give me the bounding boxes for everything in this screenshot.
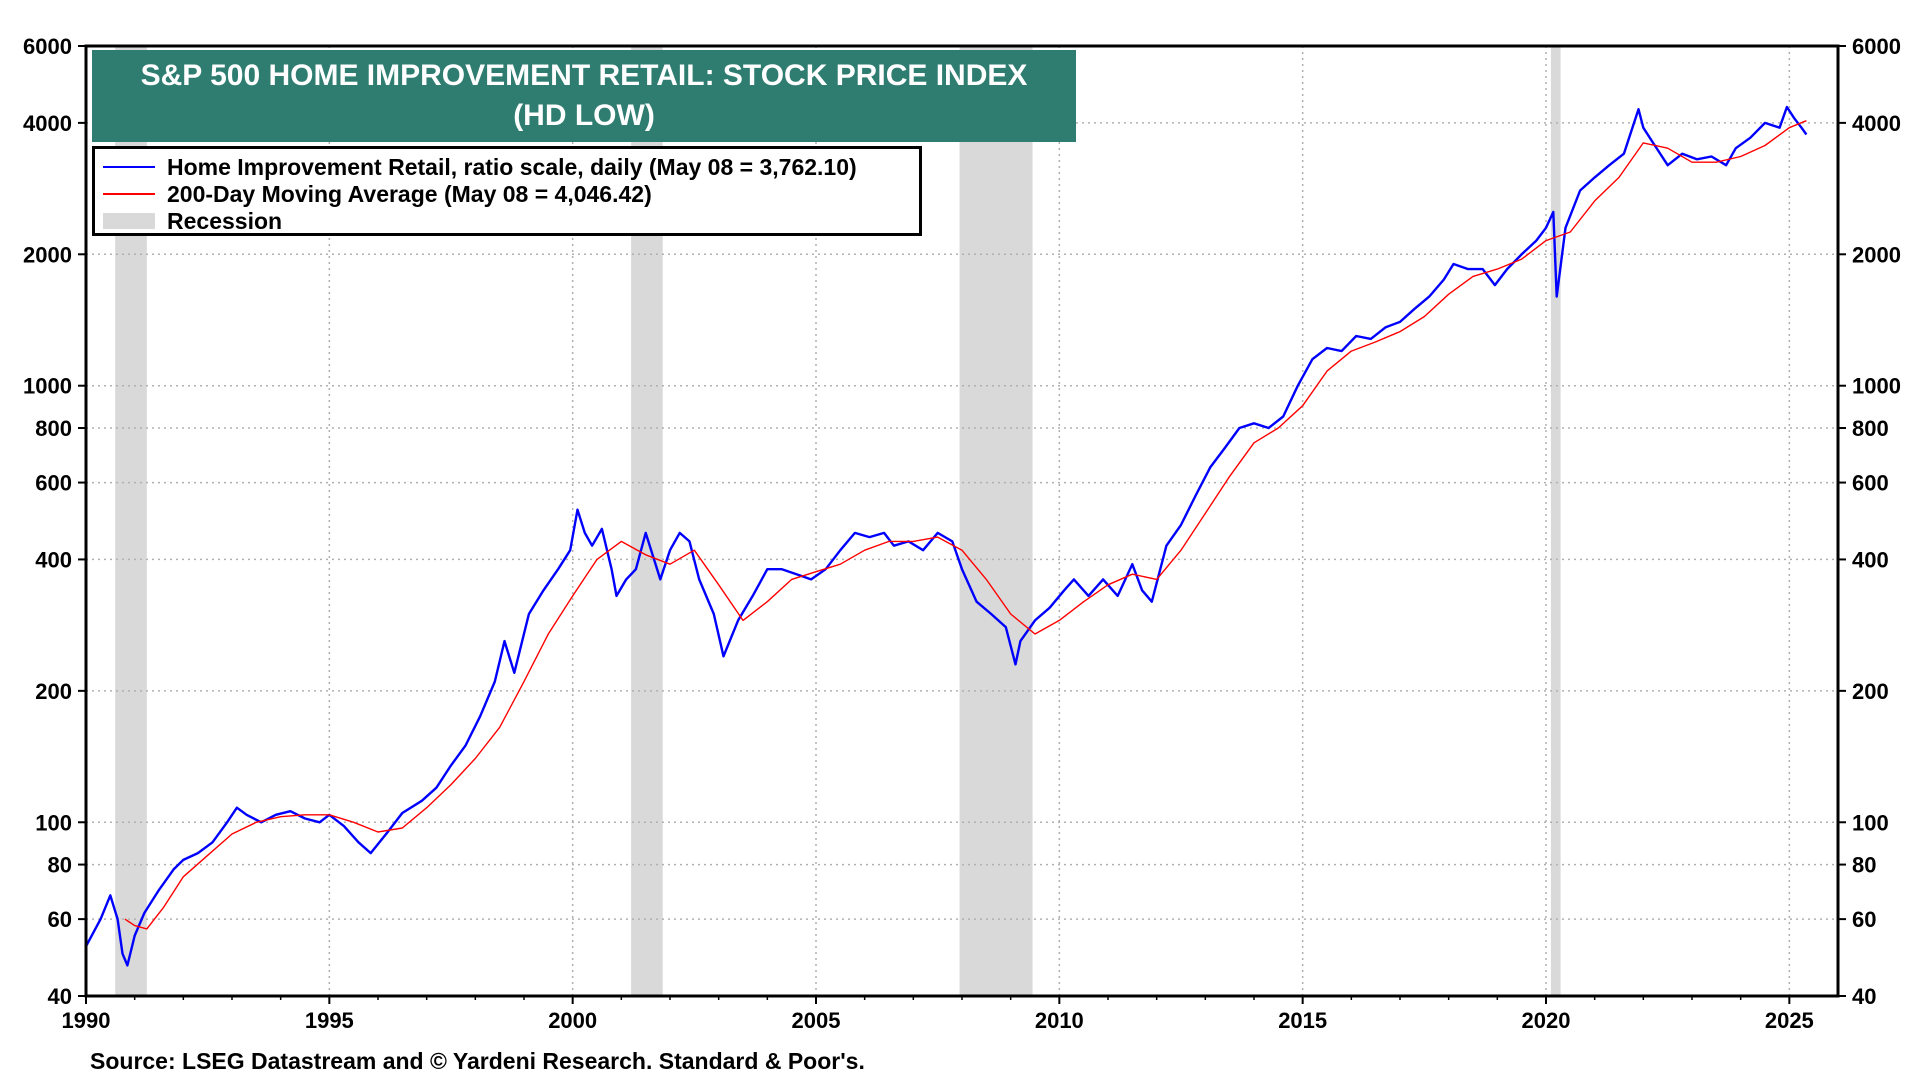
legend-item-ma: 200-Day Moving Average (May 08 = 4,046.4…	[103, 180, 652, 208]
legend: Home Improvement Retail, ratio scale, da…	[92, 146, 922, 236]
legend-swatch-ma	[103, 193, 155, 195]
y-tick-label-right: 80	[1852, 853, 1876, 878]
y-tick-label-right: 100	[1852, 810, 1889, 835]
x-tick-label: 1990	[62, 1008, 111, 1033]
y-tick-label-right: 6000	[1852, 34, 1901, 59]
y-tick-label-right: 4000	[1852, 111, 1901, 136]
y-tick-label-left: 100	[35, 810, 72, 835]
y-tick-label-right: 40	[1852, 984, 1876, 1009]
y-tick-label-left: 2000	[23, 242, 72, 267]
y-tick-label-left: 6000	[23, 34, 72, 59]
x-tick-label: 2000	[548, 1008, 597, 1033]
y-tick-label-left: 1000	[23, 374, 72, 399]
y-tick-label-left: 40	[48, 984, 72, 1009]
legend-label-price: Home Improvement Retail, ratio scale, da…	[167, 153, 857, 180]
legend-item-recession: Recession	[103, 207, 282, 235]
y-tick-label-left: 80	[48, 853, 72, 878]
recession-band-2	[959, 46, 1033, 996]
x-tick-label: 2025	[1765, 1008, 1814, 1033]
y-tick-label-left: 400	[35, 547, 72, 572]
y-tick-label-left: 4000	[23, 111, 72, 136]
series	[84, 105, 1808, 967]
legend-swatch-recession	[103, 213, 155, 229]
series-line-price	[84, 105, 1808, 967]
recession-band-3	[1550, 46, 1561, 996]
axis-ticks: 40 40 60 60 80 80 100 100 200 200 400 400 600 600 800 8…	[23, 34, 1901, 1033]
x-tick-label: 2015	[1278, 1008, 1327, 1033]
y-tick-label-left: 200	[35, 679, 72, 704]
y-tick-label-left: 60	[48, 907, 72, 932]
source-note: Source: LSEG Datastream and © Yardeni Re…	[90, 1048, 865, 1074]
legend-swatch-price	[103, 166, 155, 168]
y-tick-label-right: 60	[1852, 907, 1876, 932]
legend-label-ma: 200-Day Moving Average (May 08 = 4,046.4…	[167, 180, 652, 207]
y-tick-label-right: 1000	[1852, 374, 1901, 399]
chart-title-box: S&P 500 HOME IMPROVEMENT RETAIL: STOCK P…	[92, 50, 1076, 142]
x-tick-label: 2010	[1035, 1008, 1084, 1033]
x-tick-label: 2020	[1522, 1008, 1571, 1033]
chart-title: S&P 500 HOME IMPROVEMENT RETAIL: STOCK P…	[140, 59, 1028, 92]
y-tick-label-right: 2000	[1852, 242, 1901, 267]
y-tick-label-right: 200	[1852, 679, 1889, 704]
series-line-moving-average	[124, 120, 1807, 930]
y-tick-label-right: 600	[1852, 471, 1889, 496]
y-tick-label-left: 800	[35, 416, 72, 441]
x-tick-label: 1995	[305, 1008, 354, 1033]
y-tick-label-right: 400	[1852, 547, 1889, 572]
legend-label-recession: Recession	[167, 207, 283, 234]
chart-subtitle: (HD LOW)	[513, 99, 655, 132]
x-tick-label: 2005	[792, 1008, 841, 1033]
y-tick-label-left: 600	[35, 471, 72, 496]
legend-item-price: Home Improvement Retail, ratio scale, da…	[103, 153, 857, 181]
y-tick-label-right: 800	[1852, 416, 1889, 441]
